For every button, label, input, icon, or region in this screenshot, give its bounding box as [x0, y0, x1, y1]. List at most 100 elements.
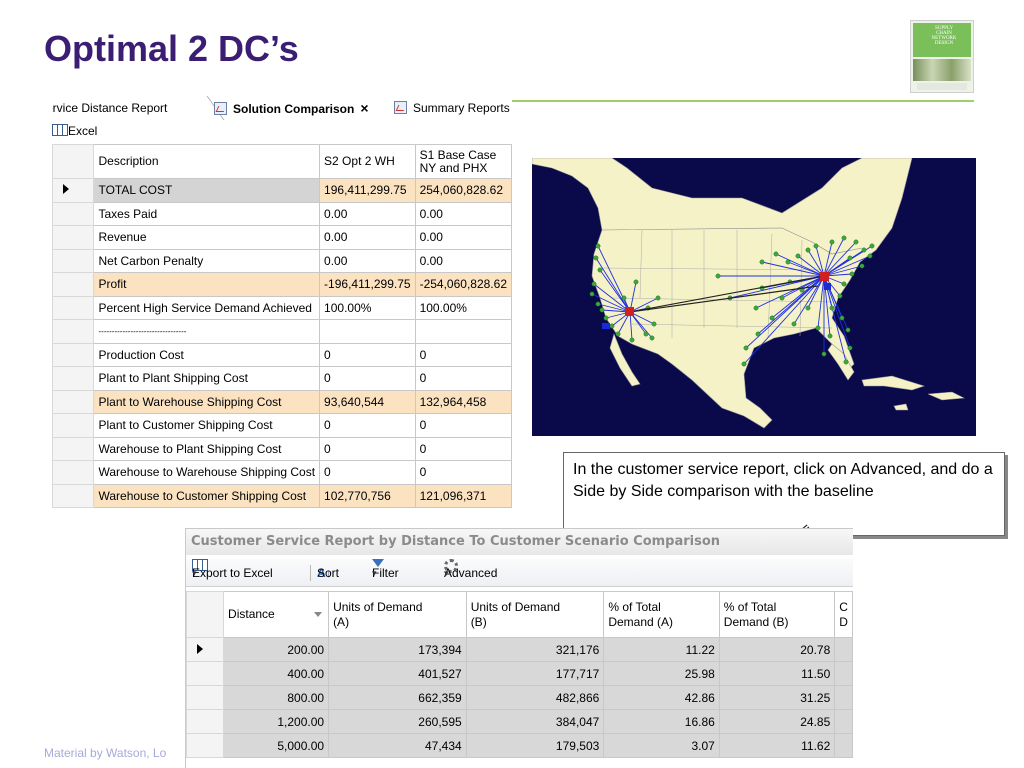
customer-location-dot[interactable]: [755, 331, 761, 337]
row-selector[interactable]: [52, 319, 95, 344]
customer-location-dot[interactable]: [753, 305, 759, 311]
customer-location-dot[interactable]: [621, 295, 627, 301]
table-row[interactable]: Taxes Paid 0.00 0.00: [52, 201, 512, 226]
customer-location-dot[interactable]: [759, 259, 765, 265]
column-header-pct-b[interactable]: % of Total Demand (B): [718, 591, 836, 638]
customer-location-dot[interactable]: [643, 331, 649, 337]
column-header-s1[interactable]: S1 Base Case NY and PHX: [414, 144, 512, 179]
table-row[interactable]: 800.00 662,359 482,866 42.86 31.25: [186, 685, 853, 710]
customer-location-dot[interactable]: [841, 281, 847, 287]
customer-location-dot[interactable]: [839, 315, 845, 321]
row-selector[interactable]: [52, 413, 95, 438]
table-row[interactable]: TOTAL COST 196,411,299.75 254,060,828.62: [52, 178, 512, 203]
row-selector[interactable]: [186, 685, 225, 710]
customer-location-dot[interactable]: [591, 281, 597, 287]
row-selector[interactable]: [52, 483, 95, 508]
column-header-units-a[interactable]: Units of Demand (A): [328, 591, 467, 638]
table-row[interactable]: Plant to Plant Shipping Cost 0 0: [52, 366, 512, 391]
table-row[interactable]: Warehouse to Warehouse Shipping Cost 0 0: [52, 460, 512, 485]
column-header-units-b[interactable]: Units of Demand (B): [465, 591, 605, 638]
column-header-distance[interactable]: Distance: [223, 591, 330, 638]
table-row[interactable]: Revenue 0.00 0.00: [52, 225, 512, 250]
tab-service-distance-report[interactable]: ervice Distance Report: [52, 98, 167, 120]
table-row[interactable]: Warehouse to Plant Shipping Cost 0 0: [52, 436, 512, 461]
customer-location-dot[interactable]: [791, 321, 797, 327]
customer-location-dot[interactable]: [849, 271, 855, 277]
warehouse-west-marker[interactable]: [625, 307, 634, 316]
plant-west-marker[interactable]: [602, 323, 610, 329]
chevron-down-icon[interactable]: ▾: [444, 568, 449, 578]
customer-location-dot[interactable]: [779, 295, 785, 301]
row-selector[interactable]: [52, 460, 95, 485]
table-row[interactable]: 400.00 401,527 177,717 25.98 11.50: [186, 661, 853, 686]
customer-location-dot[interactable]: [599, 307, 605, 313]
table-row[interactable]: 5,000.00 47,434 179,503 3.07 11.62: [186, 733, 853, 758]
table-row[interactable]: Plant to Warehouse Shipping Cost 93,640,…: [52, 389, 512, 414]
customer-location-dot[interactable]: [741, 361, 747, 367]
customer-location-dot[interactable]: [829, 239, 835, 245]
row-selector[interactable]: [52, 342, 95, 367]
row-selector[interactable]: [186, 709, 225, 734]
customer-location-dot[interactable]: [597, 267, 603, 273]
customer-location-dot[interactable]: [651, 321, 657, 327]
chevron-down-icon[interactable]: ▾: [372, 568, 377, 578]
customer-location-dot[interactable]: [595, 301, 601, 307]
table-row[interactable]: Plant to Customer Shipping Cost 0 0: [52, 413, 512, 438]
customer-location-dot[interactable]: [815, 325, 821, 331]
row-selector[interactable]: [52, 295, 95, 320]
row-selector[interactable]: [186, 637, 225, 662]
customer-location-dot[interactable]: [795, 253, 801, 259]
table-row[interactable]: Net Carbon Penalty 0.00 0.00: [52, 248, 512, 273]
customer-location-dot[interactable]: [805, 305, 811, 311]
customer-location-dot[interactable]: [633, 279, 639, 285]
row-selector[interactable]: [52, 178, 95, 203]
customer-location-dot[interactable]: [715, 273, 721, 279]
customer-location-dot[interactable]: [615, 331, 621, 337]
customer-location-dot[interactable]: [785, 259, 791, 265]
customer-location-dot[interactable]: [867, 253, 873, 259]
row-selector[interactable]: [52, 201, 95, 226]
customer-location-dot[interactable]: [805, 247, 811, 253]
customer-location-dot[interactable]: [603, 315, 609, 321]
customer-location-dot[interactable]: [649, 335, 655, 341]
table-row[interactable]: Warehouse to Customer Shipping Cost 102,…: [52, 483, 512, 508]
customer-location-dot[interactable]: [845, 327, 851, 333]
tab-solution-comparison[interactable]: Solution Comparison ×: [214, 98, 369, 120]
table-row[interactable]: Profit -196,411,299.75 -254,060,828.62: [52, 272, 512, 297]
customer-location-dot[interactable]: [861, 247, 867, 253]
row-selector[interactable]: [52, 366, 95, 391]
customer-location-dot[interactable]: [853, 239, 859, 245]
excel-button[interactable]: Excel: [52, 122, 97, 140]
customer-location-dot[interactable]: [847, 345, 853, 351]
chevron-down-icon[interactable]: ▾: [192, 568, 197, 578]
row-selector[interactable]: [52, 272, 95, 297]
customer-location-dot[interactable]: [593, 255, 599, 261]
customer-location-dot[interactable]: [743, 345, 749, 351]
row-selector[interactable]: [52, 225, 95, 250]
row-selector[interactable]: [52, 248, 95, 273]
customer-location-dot[interactable]: [829, 305, 835, 311]
customer-location-dot[interactable]: [609, 323, 615, 329]
column-header-pct-a[interactable]: % of Total Demand (A): [603, 591, 720, 638]
customer-location-dot[interactable]: [655, 295, 661, 301]
customer-location-dot[interactable]: [821, 351, 827, 357]
table-row[interactable]: ---------------------------------: [52, 319, 512, 344]
column-header-description[interactable]: Description: [93, 144, 321, 179]
customer-location-dot[interactable]: [629, 337, 635, 343]
customer-location-dot[interactable]: [773, 251, 779, 257]
customer-location-dot[interactable]: [837, 293, 843, 299]
table-row[interactable]: 1,200.00 260,595 384,047 16.86 24.85: [186, 709, 853, 734]
customer-location-dot[interactable]: [595, 243, 601, 249]
row-selector[interactable]: [52, 436, 95, 461]
column-header-s2[interactable]: S2 Opt 2 WH: [319, 144, 416, 179]
customer-location-dot[interactable]: [813, 243, 819, 249]
customer-location-dot[interactable]: [827, 333, 833, 339]
warehouse-east-marker[interactable]: [820, 272, 829, 281]
customer-location-dot[interactable]: [769, 315, 775, 321]
table-row[interactable]: Percent High Service Demand Achieved 100…: [52, 295, 512, 320]
network-map[interactable]: [532, 158, 976, 436]
row-selector[interactable]: [186, 661, 225, 686]
customer-location-dot[interactable]: [859, 263, 865, 269]
customer-location-dot[interactable]: [841, 235, 847, 241]
